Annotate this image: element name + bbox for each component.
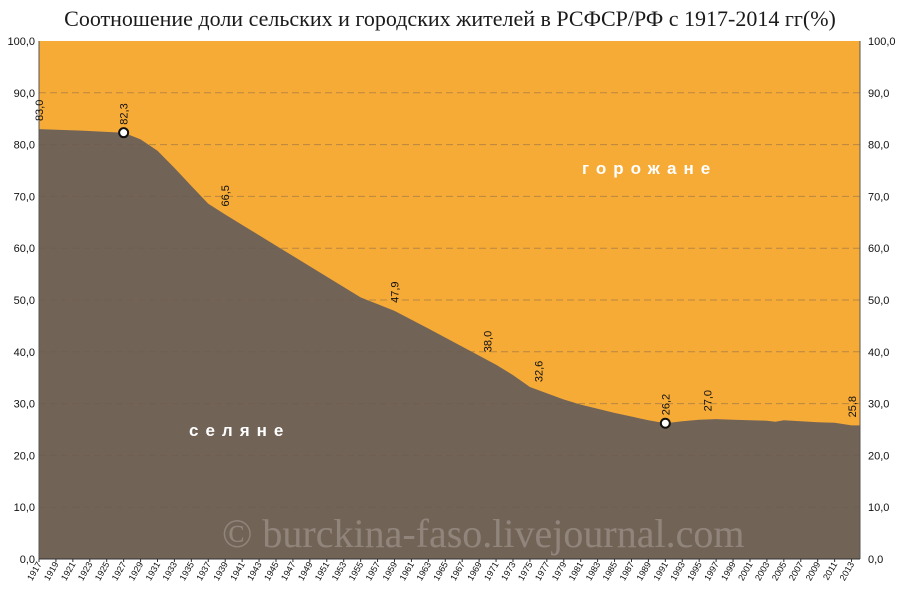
- y-tick-label-left: 50,0: [14, 295, 35, 307]
- x-tick-label: 1965: [431, 560, 450, 582]
- chart-title: Соотношение доли сельских и городских жи…: [64, 6, 836, 31]
- y-tick-label-right: 30,0: [868, 399, 889, 411]
- x-tick-label: 1999: [719, 560, 738, 582]
- x-tick-label: 1985: [601, 560, 620, 582]
- data-label: 32,6: [533, 361, 545, 382]
- x-tick-label: 1927: [110, 560, 129, 582]
- x-tick-label: 2009: [804, 560, 823, 582]
- data-label: 47,9: [389, 281, 401, 302]
- x-tick-label: 1953: [330, 560, 349, 582]
- x-tick-label: 2011: [821, 560, 839, 582]
- x-tick-label: 1929: [127, 560, 146, 582]
- x-tick-label: 1983: [584, 560, 603, 582]
- y-axis-right: 0,0 10,0 20,0 30,0 40,0 50,0 60,0 70,0 80,0 90,0 1…: [859, 36, 896, 566]
- x-tick-label: 1941: [228, 560, 247, 582]
- x-tick-label: 1995: [685, 560, 704, 582]
- data-labels: 83,0 82,3 66,5 47,9 38,0 32,6 26,2 27,0 25,8: [34, 100, 859, 418]
- x-tick-label: 1955: [347, 560, 366, 582]
- y-tick-label-left: 60,0: [14, 243, 35, 255]
- x-axis: 1917191919211923192519271929193119331935…: [25, 558, 860, 582]
- y-tick-label-left: 40,0: [14, 347, 35, 359]
- area-label-rural: селяне: [189, 421, 290, 440]
- x-tick-label: 1921: [59, 560, 78, 582]
- y-tick-label-left: 90,0: [14, 88, 35, 100]
- x-tick-label: 1967: [448, 560, 467, 582]
- area-rural: [39, 129, 860, 559]
- y-axis-left: 0,0 10,0 20,0 30,0 40,0 50,0 60,0 70,0 80,0 90,0 1…: [7, 36, 40, 566]
- x-tick-label: 1933: [160, 560, 179, 582]
- y-tick-label-left: 100,0: [7, 36, 35, 48]
- x-tick-label: 1963: [414, 560, 433, 582]
- x-tick-label: 1977: [533, 560, 552, 582]
- x-tick-label: 1923: [76, 560, 95, 582]
- x-tick-label: 1987: [618, 560, 637, 582]
- x-tick-label: 1971: [482, 560, 501, 582]
- x-tick-label: 1981: [567, 560, 586, 582]
- y-tick-label-right: 70,0: [868, 191, 889, 203]
- x-tick-label: 1957: [364, 560, 383, 582]
- y-tick-label-left: 0,0: [20, 554, 35, 566]
- x-tick-label: 1973: [499, 560, 518, 582]
- x-tick-label: 1961: [397, 560, 416, 582]
- x-tick-label: 1925: [93, 560, 112, 582]
- y-tick-label-left: 30,0: [14, 399, 35, 411]
- y-tick-label-right: 100,0: [868, 36, 896, 48]
- y-tick-label-right: 90,0: [868, 88, 889, 100]
- data-label: 25,8: [847, 396, 859, 417]
- x-tick-label: 1951: [313, 560, 332, 582]
- x-tick-label: 2001: [736, 560, 755, 582]
- x-tick-label: 2013: [838, 560, 857, 582]
- y-tick-label-right: 80,0: [868, 140, 889, 152]
- y-tick-label-right: 20,0: [868, 450, 889, 462]
- x-tick-label: 1949: [296, 560, 315, 582]
- watermark: © burckina-faso.livejournal.com: [222, 511, 744, 556]
- x-tick-label: 1997: [702, 560, 721, 582]
- x-tick-label: 2003: [753, 560, 772, 582]
- data-label: 38,0: [483, 331, 495, 352]
- y-tick-label-right: 0,0: [868, 554, 883, 566]
- data-point-marker: [118, 127, 130, 139]
- x-tick-label: 1945: [262, 560, 281, 582]
- x-tick-label: 1969: [465, 560, 484, 582]
- x-tick-label: 1993: [668, 560, 687, 582]
- x-tick-label: 1937: [194, 560, 213, 582]
- area-label-urban: горожане: [582, 159, 717, 178]
- x-tick-label: 1935: [177, 560, 196, 582]
- y-tick-label-left: 10,0: [14, 502, 35, 514]
- data-markers: [118, 127, 671, 429]
- x-tick-label: 1975: [516, 560, 535, 582]
- x-tick-label: 1959: [381, 560, 400, 582]
- y-tick-label-right: 60,0: [868, 243, 889, 255]
- x-tick-label: 1943: [245, 560, 264, 582]
- data-label: 27,0: [703, 390, 715, 411]
- x-tick-label: 1991: [651, 560, 670, 582]
- x-tick-label: 1979: [550, 560, 569, 582]
- y-tick-label-left: 20,0: [14, 450, 35, 462]
- data-label: 66,5: [220, 185, 232, 206]
- gridlines: [39, 92, 860, 508]
- x-tick-label: 2007: [787, 560, 806, 582]
- x-tick-label: 1931: [144, 560, 163, 582]
- x-tick-label: 1939: [211, 560, 230, 582]
- y-tick-label-right: 40,0: [868, 347, 889, 359]
- data-label: 82,3: [119, 103, 131, 124]
- y-tick-label-right: 50,0: [868, 295, 889, 307]
- y-tick-label-left: 70,0: [14, 191, 35, 203]
- y-tick-label-right: 10,0: [868, 502, 889, 514]
- x-tick-label: 1919: [42, 560, 61, 582]
- x-tick-label: 2005: [770, 560, 789, 582]
- x-tick-label: 1989: [634, 560, 653, 582]
- data-point-marker: [659, 417, 671, 429]
- data-label: 26,2: [660, 394, 672, 415]
- data-label: 83,0: [34, 100, 46, 121]
- plot-areas: [39, 129, 860, 559]
- x-tick-label: 1947: [279, 560, 298, 582]
- y-tick-label-left: 80,0: [14, 140, 35, 152]
